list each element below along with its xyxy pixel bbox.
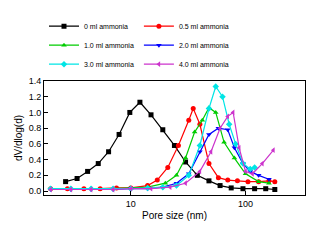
svg-text:1.2: 1.2: [29, 92, 42, 102]
svg-text:0.8: 0.8: [29, 123, 42, 133]
svg-text:0.0: 0.0: [29, 186, 42, 196]
svg-text:10: 10: [126, 199, 136, 209]
svg-text:1.0 ml ammonia: 1.0 ml ammonia: [84, 42, 134, 49]
svg-text:0.5 ml ammonia: 0.5 ml ammonia: [179, 23, 229, 30]
svg-text:dV/dlog(d): dV/dlog(d): [13, 115, 24, 161]
svg-text:2.0 ml ammonia: 2.0 ml ammonia: [179, 42, 229, 49]
svg-text:0.6: 0.6: [29, 139, 42, 149]
svg-text:0.2: 0.2: [29, 170, 42, 180]
svg-text:4.0 ml ammonia: 4.0 ml ammonia: [179, 61, 229, 68]
svg-text:1.4: 1.4: [29, 76, 42, 86]
svg-text:100: 100: [238, 199, 253, 209]
svg-text:0 ml ammonia: 0 ml ammonia: [84, 23, 128, 30]
svg-text:Pore size (nm): Pore size (nm): [142, 210, 207, 221]
svg-text:0.4: 0.4: [29, 155, 42, 165]
svg-text:3.0 ml ammonia: 3.0 ml ammonia: [84, 61, 134, 68]
svg-text:1.0: 1.0: [29, 108, 42, 118]
